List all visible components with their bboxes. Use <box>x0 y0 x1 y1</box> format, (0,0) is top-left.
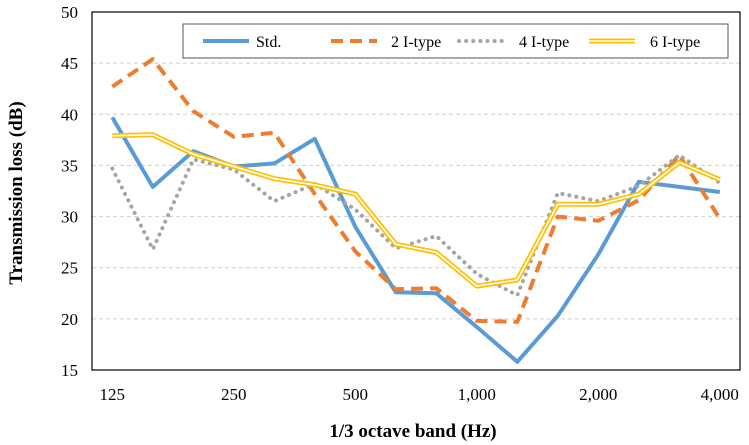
series-lines <box>110 57 722 364</box>
legend-label: 6 I-type <box>650 34 700 51</box>
plot-area <box>91 11 741 371</box>
y-tick-label: 50 <box>61 3 78 22</box>
y-tick-label: 15 <box>61 361 78 380</box>
y-axis-ticks: 15 20 25 30 35 40 45 50 <box>61 3 78 380</box>
legend-label: Std. <box>256 34 281 51</box>
legend: Std. 2 I-type 4 I-type 6 I-type <box>182 23 729 59</box>
series-line-2-i-type <box>111 57 722 324</box>
x-tick-label: 125 <box>100 385 126 404</box>
series-line-4-i-type <box>110 153 722 298</box>
x-tick-label: 4,000 <box>701 385 739 404</box>
legend-box <box>182 23 729 59</box>
x-axis-ticks: 125 250 500 1,000 2,000 4,000 <box>100 385 739 404</box>
y-tick-label: 25 <box>61 259 78 278</box>
y-tick-label: 30 <box>61 208 78 227</box>
plot-border <box>91 11 741 371</box>
legend-label: 4 I-type <box>519 34 569 51</box>
legend-label: 2 I-type <box>391 34 441 51</box>
x-tick-label: 500 <box>343 385 369 404</box>
y-axis-title: Transmission loss (dB) <box>6 101 27 284</box>
y-tick-label: 45 <box>61 54 78 73</box>
series-line-6-i-type-inner <box>112 133 721 287</box>
x-tick-label: 250 <box>221 385 247 404</box>
y-tick-label: 40 <box>61 105 78 124</box>
y-tick-label: 20 <box>61 310 78 329</box>
x-tick-label: 1,000 <box>458 385 496 404</box>
x-axis-title: 1/3 octave band (Hz) <box>329 421 496 442</box>
x-tick-label: 2,000 <box>579 385 617 404</box>
y-tick-label: 35 <box>61 156 78 175</box>
